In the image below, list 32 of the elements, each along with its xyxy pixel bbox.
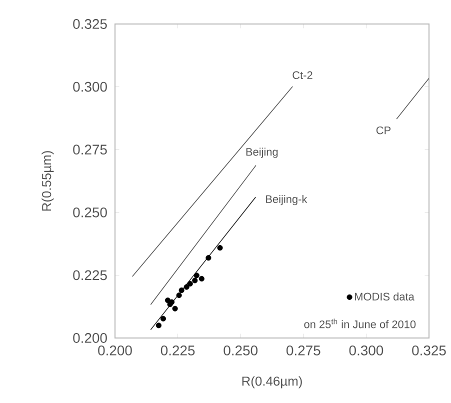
y-tick-label: 0.200: [73, 333, 107, 343]
x-tick-label: 0.250: [224, 346, 258, 356]
point: [192, 278, 198, 284]
x-tick-label: 0.275: [286, 346, 320, 356]
x-tick-label: 0.300: [349, 346, 384, 356]
legend-label: MODIS data: [355, 292, 414, 301]
y-tick-label: 0.275: [73, 144, 107, 155]
point: [160, 316, 166, 322]
annotation: on 25$^{th}$ in June of 2010: [304, 318, 416, 328]
series-label: Ct-2: [292, 71, 312, 80]
y-tick-label: 0.250: [73, 207, 107, 218]
point: [178, 287, 184, 294]
x-tick-label: 0.200: [98, 346, 132, 356]
point: [198, 276, 204, 282]
point: [194, 272, 200, 278]
point: [206, 255, 212, 261]
series-label: Beijing: [246, 148, 278, 158]
series-label: Beijing-k: [266, 194, 308, 206]
point: [187, 280, 193, 287]
y-tick-label: 0.225: [73, 270, 107, 280]
y-axis-title: R(0.55µm): [42, 151, 54, 211]
point: [156, 322, 162, 328]
y-tick-label: 0.325: [73, 19, 107, 29]
x-axis-title: R(0.46µm): [242, 376, 302, 388]
point: [176, 292, 182, 298]
series-label: CP: [376, 126, 391, 134]
x-tick-label: 0.225: [160, 346, 195, 356]
point: [217, 245, 223, 251]
y-tick-label: 0.300: [73, 82, 107, 92]
point: [172, 306, 178, 312]
point: [184, 284, 190, 290]
x-tick-label: 0.325: [412, 346, 446, 356]
